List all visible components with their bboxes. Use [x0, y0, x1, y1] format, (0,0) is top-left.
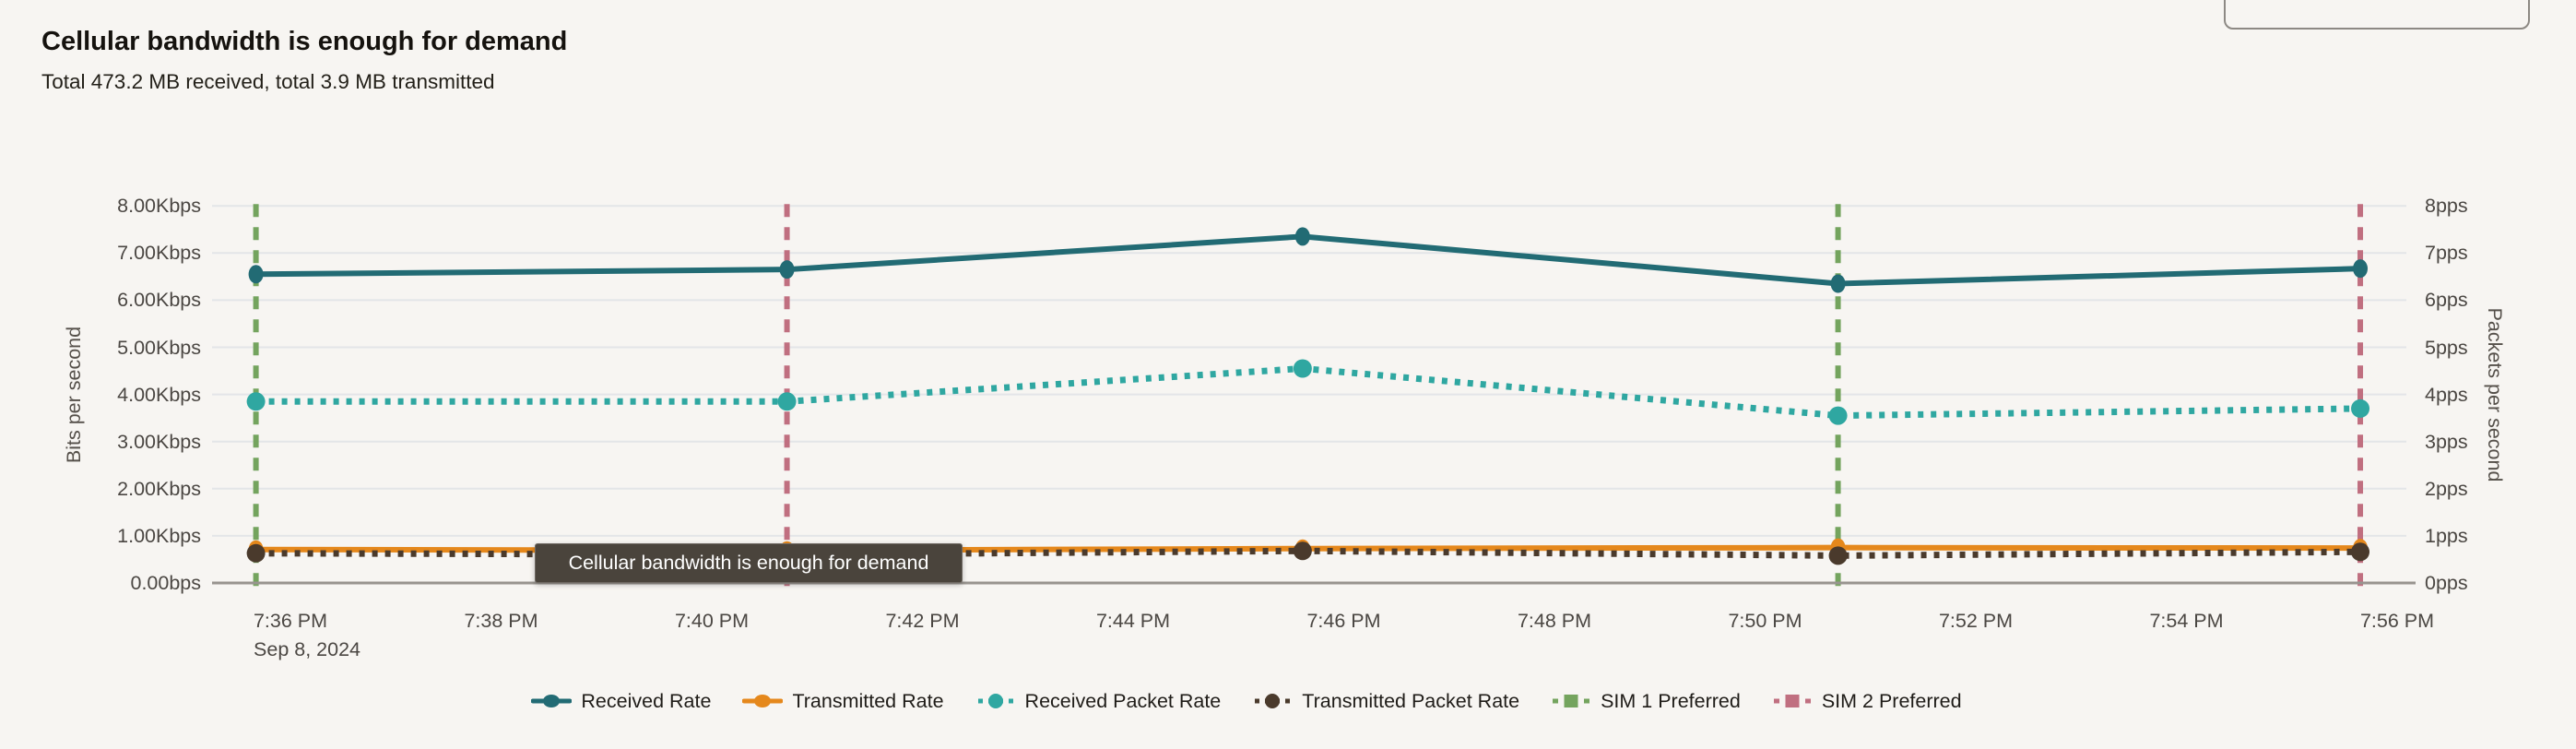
- series-dot[interactable]: [779, 260, 795, 279]
- series-dot[interactable]: [1828, 546, 1848, 565]
- legend-marker-icon: [1553, 695, 1590, 707]
- y-right-tick-label: 7pps: [2425, 242, 2468, 265]
- y-right-tick-label: 1pps: [2425, 524, 2468, 547]
- y-left-tick-label: 7.00Kbps: [117, 242, 201, 265]
- legend-item-transmitted-rate[interactable]: Transmitted Rate: [742, 688, 944, 714]
- legend-item-label: Transmitted Rate: [792, 690, 944, 712]
- series-dot[interactable]: [1293, 359, 1312, 378]
- legend-item-label: Transmitted Packet Rate: [1302, 690, 1520, 712]
- series-dot[interactable]: [1828, 406, 1848, 425]
- y-right-tick-label: 5pps: [2425, 336, 2468, 359]
- y-right-tick-label: 2pps: [2425, 477, 2468, 500]
- page-subtitle: Total 473.2 MB received, total 3.9 MB tr…: [41, 70, 495, 93]
- series-dot[interactable]: [1830, 274, 1846, 293]
- x-tick-label: 7:36 PM: [253, 610, 328, 632]
- y-left-tick-label: 3.00Kbps: [117, 430, 201, 453]
- y-right-tick-label: 4pps: [2425, 383, 2468, 406]
- x-tick-label: 7:44 PM: [1095, 610, 1171, 632]
- y-left-tick-label: 0.00bps: [130, 572, 201, 594]
- legend-item-label: SIM 1 Preferred: [1601, 690, 1741, 712]
- series-dot[interactable]: [1293, 541, 1312, 561]
- y-right-tick-label: 0pps: [2425, 572, 2468, 594]
- legend-item-sim-2-preferred[interactable]: SIM 2 Preferred: [1772, 688, 1962, 714]
- x-tick-label: 7:50 PM: [1728, 610, 1802, 632]
- y-left-tick-label: 4.00Kbps: [117, 383, 201, 406]
- legend-marker-icon: [742, 695, 784, 707]
- y-right-tick-label: 3pps: [2425, 430, 2468, 453]
- page-title: Cellular bandwidth is enough for demand: [41, 27, 568, 56]
- x-tick-label: 7:48 PM: [1517, 610, 1592, 632]
- y-left-tick-label: 5.00Kbps: [117, 336, 201, 359]
- chart-tooltip: Cellular bandwidth is enough for demand: [535, 543, 963, 583]
- legend-marker-icon: [977, 694, 1013, 708]
- toolbar-button[interactable]: [2224, 0, 2530, 30]
- series-dot[interactable]: [246, 543, 266, 563]
- legend-marker-icon: [531, 695, 573, 707]
- legend-item-received-packet-rate[interactable]: Received Packet Rate: [975, 688, 1222, 714]
- legend-marker-icon: [1773, 695, 1811, 707]
- x-tick-label: 7:40 PM: [674, 610, 750, 632]
- series-dot[interactable]: [1294, 227, 1310, 246]
- series-dot[interactable]: [2351, 542, 2370, 562]
- x-tick-label: 7:54 PM: [2149, 610, 2224, 632]
- x-tick-label: 7:38 PM: [464, 610, 538, 632]
- legend-item-label: Received Packet Rate: [1024, 690, 1222, 712]
- series-dot[interactable]: [248, 265, 264, 284]
- legend-item-sim-1-preferred[interactable]: SIM 1 Preferred: [1551, 688, 1741, 714]
- chart-legend: Received Rate Transmitted Rate Received Pa…: [149, 684, 2344, 718]
- y-right-tick-label: 8pps: [2425, 195, 2468, 218]
- series-dot[interactable]: [246, 392, 266, 411]
- legend-item-transmitted-packet-rate[interactable]: Transmitted Packet Rate: [1252, 688, 1519, 714]
- legend-marker-icon: [1255, 694, 1291, 708]
- y-left-tick-label: 2.00Kbps: [117, 477, 201, 500]
- x-tick-label: 7:52 PM: [1938, 610, 2014, 632]
- x-tick-label: 7:56 PM: [2359, 610, 2435, 632]
- y-left-tick-label: 8.00Kbps: [117, 195, 201, 218]
- series-dot[interactable]: [777, 392, 797, 411]
- series-dot[interactable]: [2353, 259, 2369, 279]
- legend-item-received-rate[interactable]: Received Rate: [531, 688, 711, 714]
- series-dot[interactable]: [2351, 398, 2370, 418]
- x-tick-label: 7:42 PM: [885, 610, 960, 632]
- y-right-tick-label: 6pps: [2425, 289, 2468, 312]
- x-axis-date-label: Sep 8, 2024: [254, 638, 360, 660]
- y-left-tick-label: 6.00Kbps: [117, 289, 201, 312]
- y-left-tick-label: 1.00Kbps: [117, 524, 201, 547]
- legend-item-label: SIM 2 Preferred: [1821, 690, 1962, 712]
- legend-item-label: Received Rate: [581, 690, 712, 712]
- series-line-received-rate: [253, 233, 2364, 287]
- x-tick-label: 7:46 PM: [1306, 610, 1381, 632]
